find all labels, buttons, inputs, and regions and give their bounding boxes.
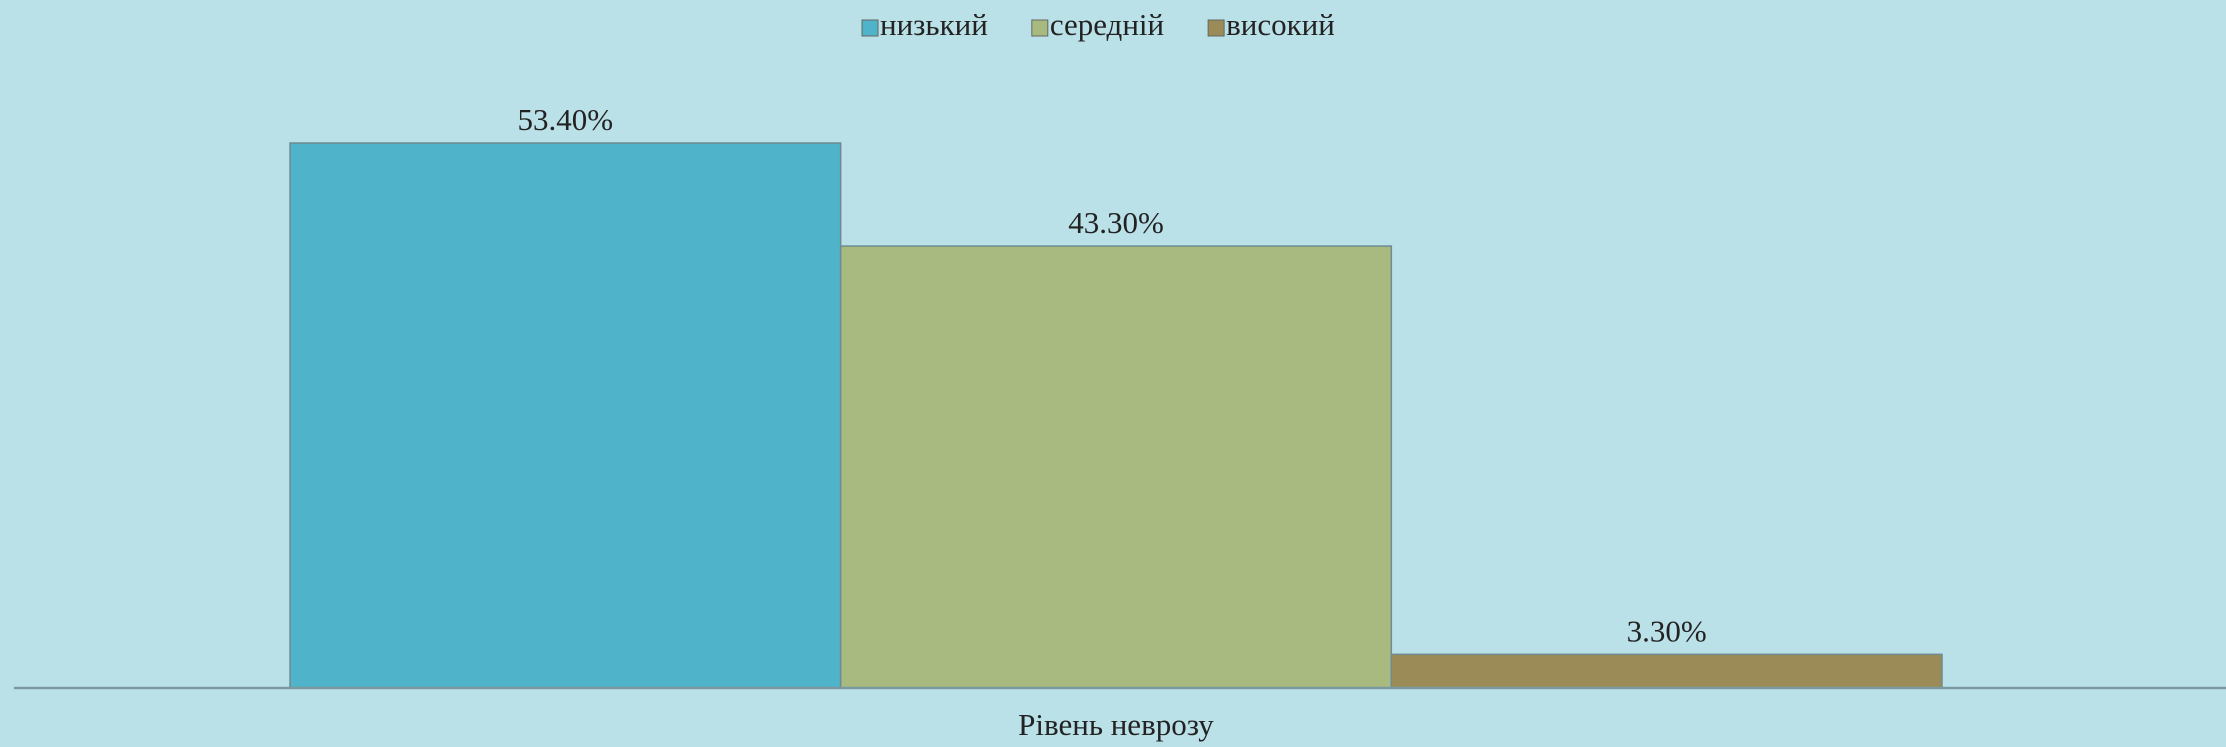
legend-swatch bbox=[1031, 19, 1049, 37]
bar bbox=[289, 142, 842, 689]
legend-label: низький bbox=[880, 7, 988, 42]
bar bbox=[839, 245, 1393, 689]
legend-swatch bbox=[861, 19, 879, 37]
data-label: 3.30% bbox=[1627, 613, 1707, 648]
bar bbox=[1390, 653, 1943, 689]
legend-label: середній bbox=[1050, 7, 1164, 42]
x-tick-label: Рівень неврозу bbox=[1018, 707, 1214, 742]
legend-swatch bbox=[1207, 19, 1225, 37]
data-label: 53.40% bbox=[518, 102, 614, 137]
legend-label: високий bbox=[1226, 7, 1335, 42]
data-label: 43.30% bbox=[1068, 205, 1164, 240]
